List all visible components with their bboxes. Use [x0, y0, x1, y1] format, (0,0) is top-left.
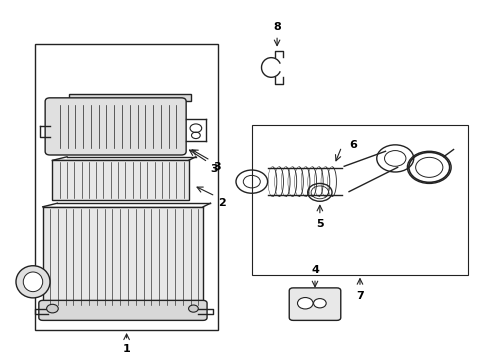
Ellipse shape	[23, 272, 42, 292]
Text: 3: 3	[210, 164, 218, 174]
Bar	[251, 125, 467, 275]
Bar	[52, 160, 188, 200]
Text: 7: 7	[355, 291, 363, 301]
Bar	[42, 207, 203, 307]
Text: 1: 1	[122, 344, 130, 354]
Polygon shape	[69, 94, 191, 102]
Text: 6: 6	[348, 140, 356, 150]
Bar	[35, 44, 217, 330]
Text: 3: 3	[212, 162, 220, 172]
Ellipse shape	[16, 266, 50, 298]
FancyBboxPatch shape	[45, 98, 186, 155]
Circle shape	[46, 304, 58, 313]
Text: 2: 2	[217, 198, 225, 208]
Text: 8: 8	[273, 22, 281, 32]
Circle shape	[297, 297, 312, 309]
Circle shape	[188, 305, 198, 312]
FancyBboxPatch shape	[39, 300, 206, 320]
Text: 4: 4	[310, 265, 318, 275]
FancyBboxPatch shape	[288, 288, 340, 320]
Circle shape	[313, 298, 325, 308]
Text: 5: 5	[315, 219, 323, 229]
